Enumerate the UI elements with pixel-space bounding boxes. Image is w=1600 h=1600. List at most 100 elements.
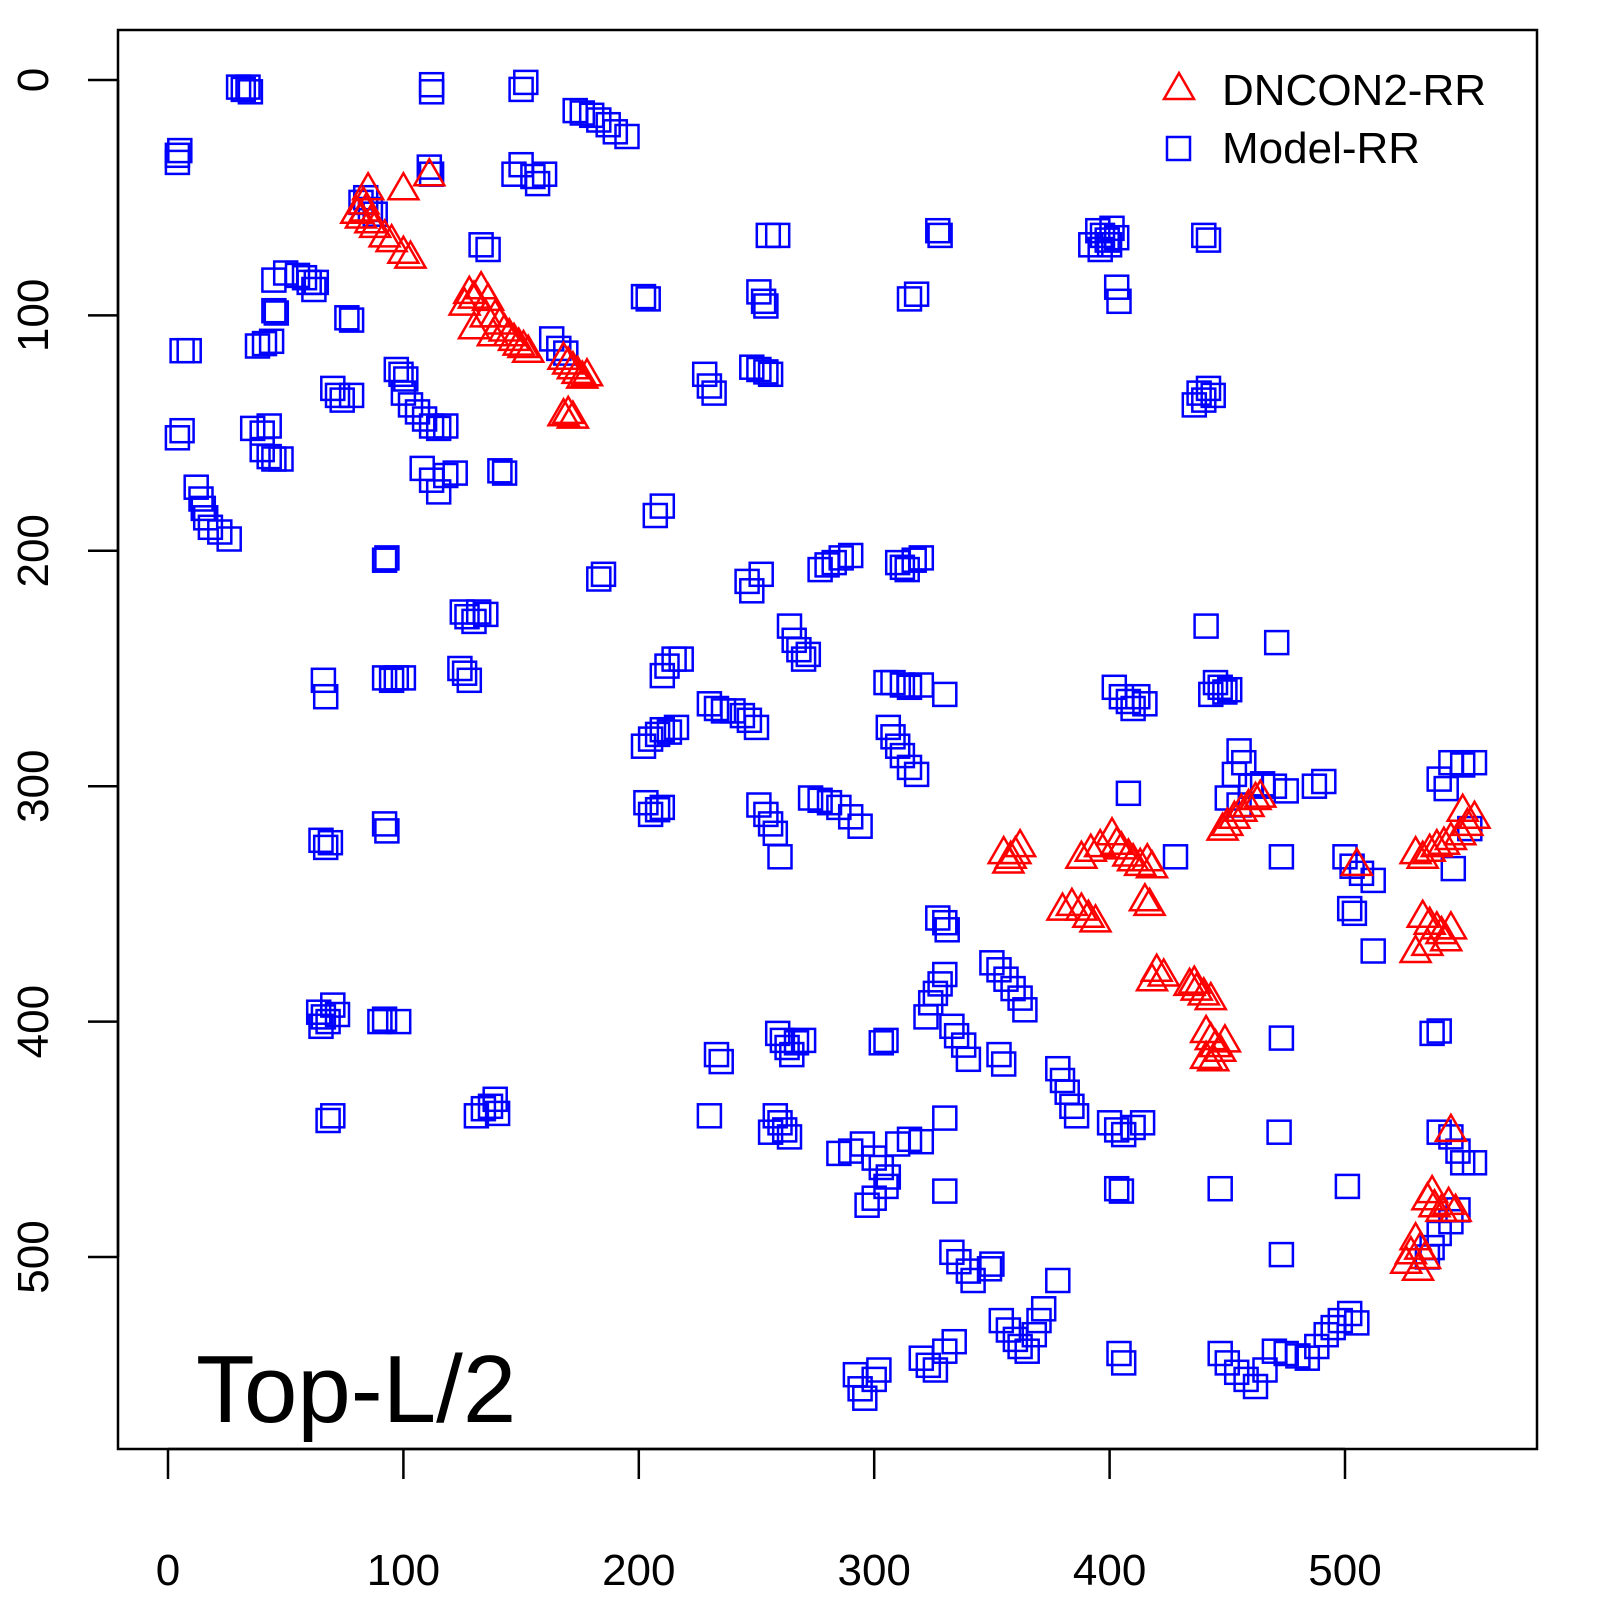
model-rr-point xyxy=(649,794,676,821)
model-rr-point xyxy=(826,1140,852,1167)
points-layer xyxy=(164,69,1492,1411)
model-rr-point xyxy=(790,1027,817,1054)
model-rr-point xyxy=(976,1256,1003,1282)
model-rr-point xyxy=(188,486,214,512)
model-rr-point xyxy=(979,1251,1005,1277)
model-rr-point xyxy=(310,667,337,694)
model-rr-point xyxy=(743,714,770,741)
model-rr-point xyxy=(854,1192,880,1218)
model-rr-point xyxy=(703,1041,730,1068)
model-rr-point xyxy=(939,1239,965,1266)
model-rr-point xyxy=(312,683,339,710)
model-rr-point xyxy=(1063,1103,1090,1129)
model-rr-point xyxy=(821,549,847,576)
dncon2-rr-point xyxy=(1078,902,1113,933)
x-axis: 0 100 200 300 400 500 xyxy=(156,1447,1382,1595)
model-rr-point xyxy=(1115,688,1142,715)
model-rr-point xyxy=(1106,288,1132,315)
model-rr-point xyxy=(873,1027,899,1054)
model-rr-point xyxy=(816,789,843,816)
model-rr-point xyxy=(404,399,431,425)
model-rr-point xyxy=(374,818,400,844)
y-tick-label: 400 xyxy=(9,985,58,1058)
legend-triangle-marker xyxy=(1161,70,1197,101)
model-rr-point xyxy=(371,547,398,573)
model-rr-point xyxy=(272,260,299,286)
model-rr-point xyxy=(932,1178,958,1204)
model-rr-point xyxy=(932,1338,958,1364)
dncon2-rr-point xyxy=(386,170,421,201)
model-rr-point xyxy=(925,217,951,244)
model-rr-point xyxy=(169,417,195,444)
model-rr-point xyxy=(868,1154,895,1181)
model-rr-point xyxy=(993,966,1019,992)
dncon2-rr-point xyxy=(1134,848,1170,879)
series-model-rr xyxy=(164,69,1488,1411)
model-rr-point xyxy=(750,288,777,315)
dncon2-rr-point xyxy=(374,222,409,253)
model-rr-point xyxy=(207,519,233,545)
dncon2-rr-point xyxy=(1433,909,1469,940)
panel-annotation: Top-L/2 xyxy=(196,1336,516,1443)
model-rr-point xyxy=(917,990,944,1016)
model-rr-point xyxy=(649,716,676,743)
model-rr-point xyxy=(781,627,807,654)
y-tick-label: 500 xyxy=(9,1220,58,1293)
model-rr-point xyxy=(1198,681,1224,708)
model-rr-point xyxy=(734,568,760,595)
dncon2-rr-point xyxy=(1443,815,1478,846)
model-rr-point xyxy=(235,74,261,100)
model-rr-point xyxy=(388,361,414,388)
model-rr-point xyxy=(950,1032,977,1058)
dncon2-rr-point xyxy=(511,333,546,363)
model-rr-point xyxy=(668,646,694,672)
model-rr-point xyxy=(1223,1359,1250,1386)
dncon2-rr-point xyxy=(1045,891,1080,921)
model-rr-point xyxy=(303,269,330,296)
y-tick-label: 300 xyxy=(9,749,58,822)
model-rr-point xyxy=(1030,1296,1057,1322)
model-rr-point xyxy=(1461,749,1488,776)
model-rr-point xyxy=(861,1145,887,1171)
model-rr-point xyxy=(932,909,958,936)
model-rr-point xyxy=(1191,222,1217,249)
model-rr-point xyxy=(578,102,605,129)
model-rr-point xyxy=(880,724,906,750)
model-rr-point xyxy=(308,827,334,854)
model-rr-point xyxy=(1096,232,1123,258)
x-tick-label: 200 xyxy=(602,1546,675,1595)
model-rr-point xyxy=(367,1008,393,1035)
model-rr-point xyxy=(237,79,264,105)
model-rr-point xyxy=(990,1051,1017,1077)
model-rr-point xyxy=(941,1328,967,1355)
dncon2-rr-point xyxy=(393,239,428,269)
model-rr-point xyxy=(635,286,661,312)
model-rr-point xyxy=(1341,900,1368,927)
model-rr-point xyxy=(764,222,791,249)
dncon2-rr-point xyxy=(555,399,591,429)
model-rr-point xyxy=(513,69,539,96)
dncon2-rr-point xyxy=(1179,971,1214,1001)
dncon2-rr-point xyxy=(1243,778,1278,808)
model-rr-point xyxy=(739,578,765,604)
dncon2-rr-point xyxy=(1193,980,1228,1011)
model-rr-point xyxy=(934,917,960,943)
model-rr-point xyxy=(614,123,640,150)
dncon2-rr-point xyxy=(1445,792,1480,822)
model-rr-point xyxy=(465,599,492,625)
model-rr-point xyxy=(1419,1020,1445,1047)
model-rr-point xyxy=(748,561,774,588)
model-rr-point xyxy=(524,170,551,197)
dncon2-rr-point xyxy=(353,203,388,234)
model-rr-point xyxy=(769,1027,796,1054)
model-rr-point xyxy=(1125,683,1151,710)
dncon2-rr-point xyxy=(546,396,581,427)
model-rr-point xyxy=(932,1105,958,1131)
model-rr-point xyxy=(1103,1175,1130,1202)
model-rr-point xyxy=(261,297,287,324)
model-rr-point xyxy=(324,382,351,409)
model-rr-point xyxy=(915,1352,942,1379)
model-rr-point xyxy=(1426,766,1452,792)
model-rr-point xyxy=(896,286,923,312)
dncon2-rr-point xyxy=(1231,787,1266,818)
